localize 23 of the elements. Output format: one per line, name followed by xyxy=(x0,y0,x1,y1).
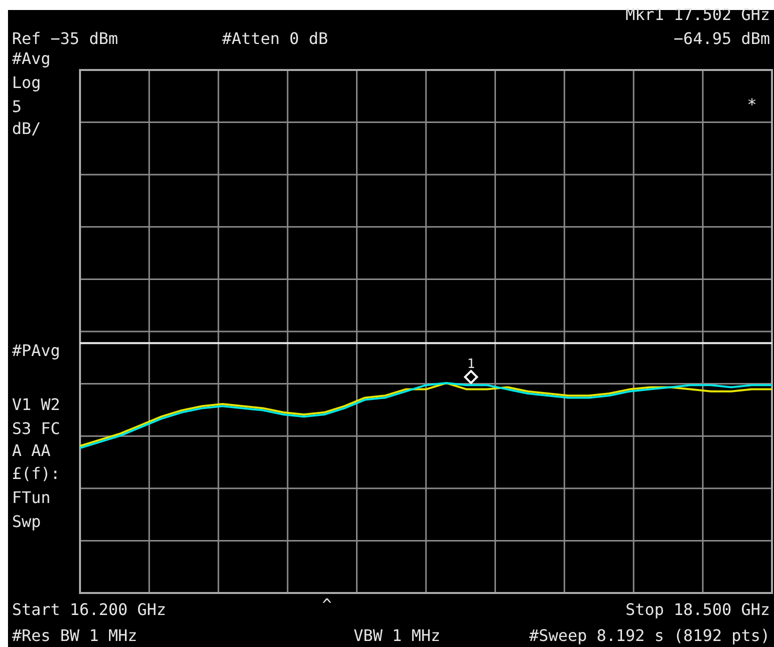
text: #PAvg xyxy=(12,341,60,360)
text: FTun xyxy=(12,488,51,507)
text: −64.95 dBm xyxy=(674,29,770,48)
text: V1 W2 xyxy=(12,395,60,414)
text: #Atten 0 dB xyxy=(222,29,328,48)
text: Stop 18.500 GHz xyxy=(626,600,770,619)
text: #Sweep 8.192 s (8192 pts) xyxy=(529,626,770,645)
text: Swp xyxy=(12,512,41,531)
text: * xyxy=(747,95,757,114)
text: Log xyxy=(12,73,41,92)
text: £(f): xyxy=(12,464,60,483)
text: 1 xyxy=(467,357,475,372)
text: #Avg xyxy=(12,49,51,68)
text: ^ xyxy=(322,595,332,614)
text: Start 16.200 GHz xyxy=(12,600,166,619)
text: Ref −35 dBm xyxy=(12,29,118,48)
text: #Res BW 1 MHz xyxy=(12,626,138,645)
text: S3 FC xyxy=(12,419,60,438)
text: Mkr1 17.502 GHz xyxy=(626,5,770,24)
text: dB/ xyxy=(12,119,41,138)
text: VBW 1 MHz xyxy=(354,626,440,645)
text: 5 xyxy=(12,97,22,116)
text: A AA xyxy=(12,441,51,460)
